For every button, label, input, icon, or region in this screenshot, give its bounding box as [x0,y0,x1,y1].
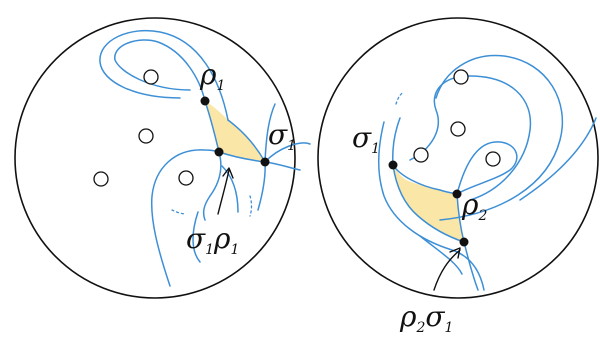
left-label-sigma1: σ1 [268,118,296,154]
right-vertex-left [389,161,398,170]
right-shaded-region [393,165,464,242]
right-label-rho2: ρ2 [461,188,487,224]
right-puncture-3 [414,148,428,162]
right-puncture-4 [486,152,500,166]
left-dashed-arc-1 [172,210,186,214]
left-vertex-middle [215,148,224,157]
right-vertex-middle [453,190,462,199]
right-arc-rho2-loop [457,142,517,194]
right-label-sigma1: σ1 [352,121,380,157]
left-label-rho1: ρ1 [199,58,225,94]
left-puncture-1 [144,70,158,84]
right-puncture-2 [451,122,465,136]
left-dashed-arc-2 [250,196,252,216]
right-disk: σ1 ρ2 ρ2σ1 [318,18,598,336]
right-vertex-bottom [460,238,469,247]
left-puncture-3 [94,172,108,186]
left-disk: ρ1 σ1 σ1ρ1 [15,18,310,298]
right-pointer-arrow [434,248,460,290]
right-dashed-arc-1 [396,92,404,104]
left-arc-big-loop [152,150,219,286]
left-puncture-4 [179,171,193,185]
left-puncture-2 [139,129,153,143]
left-vertex-right [261,158,270,167]
left-vertex-top [201,97,210,106]
left-label-product: σ1ρ1 [186,222,239,258]
right-label-product: ρ2σ1 [399,300,453,336]
right-puncture-1 [454,70,468,84]
right-arc-lower [420,236,462,274]
right-arc-top-loop [410,76,530,200]
right-arc-far [520,118,596,200]
